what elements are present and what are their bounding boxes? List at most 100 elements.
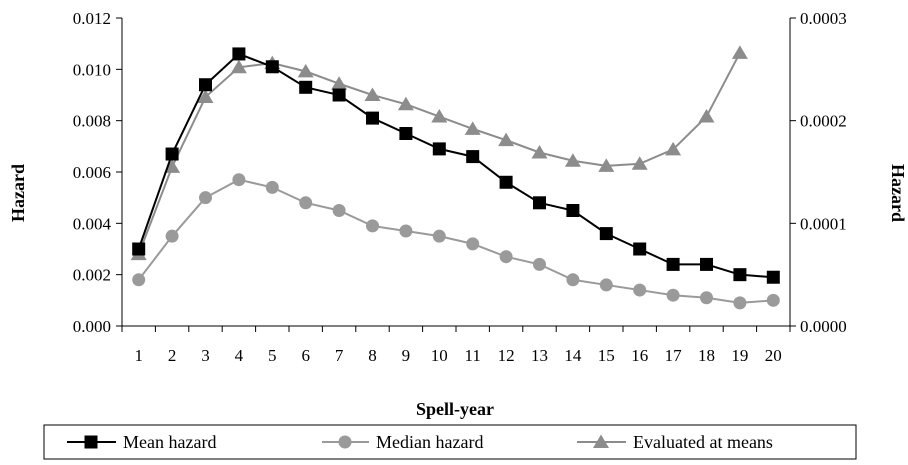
x-tick-label: 16 (631, 346, 648, 365)
data-point (199, 191, 212, 205)
x-tick-label: 20 (765, 346, 782, 365)
data-point (299, 80, 313, 94)
data-point (598, 158, 615, 172)
data-point (700, 257, 713, 271)
data-point (232, 47, 246, 61)
series-square (132, 47, 780, 284)
data-point (564, 153, 581, 167)
y-left-tick-label: 0.000 (73, 317, 111, 336)
data-point (466, 150, 480, 164)
data-point (165, 229, 179, 243)
x-tick-label: 2 (168, 346, 177, 365)
x-tick-label: 11 (465, 346, 481, 365)
x-tick-label: 13 (531, 346, 548, 365)
legend-marker (593, 434, 609, 448)
data-point (766, 293, 780, 307)
y-left-tick-label: 0.006 (73, 163, 111, 182)
legend-marker (338, 435, 352, 449)
y-right-tick-label: 0.0001 (800, 214, 847, 233)
data-point (332, 204, 346, 217)
data-point (164, 159, 181, 173)
x-tick-label: 10 (431, 346, 448, 365)
y-right-tick-label: 0.0002 (800, 112, 847, 131)
data-point (633, 283, 647, 297)
data-point (599, 227, 613, 241)
x-tick-label: 8 (368, 346, 377, 365)
data-point (197, 89, 214, 104)
y-axis-right-title: Hazard (888, 164, 908, 222)
x-tick-label: 5 (268, 346, 277, 365)
x-tick-label: 15 (598, 346, 615, 365)
legend: Mean hazard Median hazard Evaluated at mea… (43, 424, 857, 460)
data-point (366, 111, 379, 125)
series-line (137, 52, 774, 279)
y-right-tick-label: 0.0003 (800, 9, 847, 28)
y-left-tick-label: 0.002 (73, 266, 111, 285)
data-point (366, 219, 379, 233)
data-point (331, 76, 348, 90)
data-point (731, 45, 748, 59)
data-point (364, 87, 381, 101)
data-point (265, 60, 279, 74)
data-point (332, 88, 346, 102)
x-tick-label: 4 (235, 346, 244, 365)
legend-label: Evaluated at means (633, 432, 773, 452)
data-point (199, 78, 212, 92)
data-point (399, 224, 413, 238)
legend-box (43, 424, 857, 460)
x-tick-label: 7 (335, 346, 344, 365)
data-point (297, 63, 314, 78)
x-tick-label: 3 (201, 346, 210, 365)
data-point (566, 204, 580, 217)
x-axis-title: Spell-year (416, 399, 494, 419)
data-point (633, 242, 647, 256)
x-tick-label: 9 (402, 346, 411, 365)
legend-label: Mean hazard (123, 432, 216, 452)
y-axis-left-title: Hazard (8, 164, 28, 222)
y-right-tick-label: 0.0000 (800, 317, 847, 336)
data-point (466, 237, 480, 251)
data-point (533, 257, 546, 271)
x-tick-label: 12 (498, 346, 515, 365)
data-point (700, 291, 713, 305)
y-left-tick-label: 0.008 (73, 112, 111, 131)
data-point (733, 268, 747, 282)
data-point (230, 59, 247, 74)
data-point (432, 229, 446, 243)
data-point (397, 96, 414, 111)
data-point (499, 250, 513, 264)
data-point (665, 141, 682, 156)
data-point (733, 296, 747, 310)
data-point (666, 257, 680, 271)
series-circle (132, 173, 780, 310)
legend-label: Median hazard (376, 432, 483, 452)
x-tick-label: 6 (301, 346, 310, 365)
data-point (132, 273, 146, 287)
data-point (566, 273, 580, 287)
data-point (464, 121, 481, 135)
data-point (399, 127, 413, 140)
y-left-tick-label: 0.004 (73, 214, 112, 233)
data-point (232, 173, 246, 187)
data-point (431, 109, 448, 123)
x-tick-label: 18 (698, 346, 715, 365)
data-point (498, 132, 515, 147)
data-point (432, 142, 446, 156)
x-tick-label: 1 (134, 346, 143, 365)
legend-marker (84, 435, 98, 449)
data-point (599, 278, 613, 292)
y-left-tick-label: 0.010 (73, 60, 111, 79)
y-left-tick-label: 0.012 (73, 9, 111, 28)
data-point (698, 109, 715, 123)
data-point (631, 156, 648, 170)
data-point (766, 270, 780, 284)
x-tick-label: 19 (731, 346, 748, 365)
data-point (666, 288, 680, 302)
x-tick-label: 14 (564, 346, 582, 365)
data-point (533, 196, 546, 210)
data-point (499, 175, 513, 189)
data-point (531, 144, 548, 159)
data-point (165, 147, 179, 161)
data-point (132, 242, 146, 256)
